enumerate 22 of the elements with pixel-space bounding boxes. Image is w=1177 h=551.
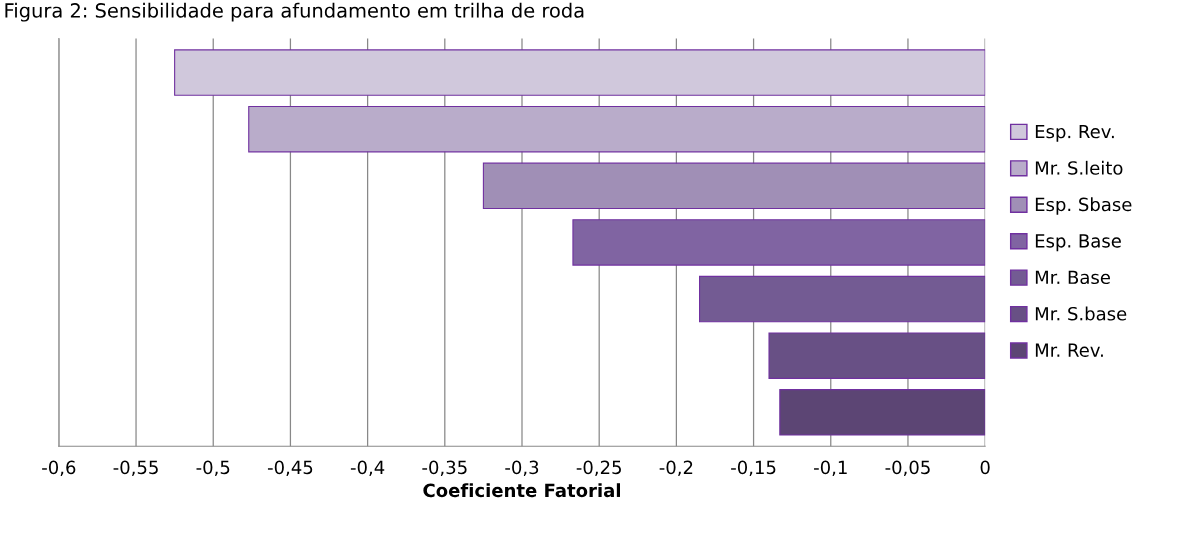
x-tick-label: 0	[980, 460, 990, 475]
x-axis-title: Coeficiente Fatorial	[423, 483, 621, 498]
x-tick-label: -0,2	[659, 460, 693, 477]
chart-title: Figura 2: Sensibilidade para afundamento em trilha de roda	[5, 2, 584, 22]
legend-label: Esp. Rev.	[1035, 124, 1114, 142]
x-tick-label: -0,3	[505, 460, 539, 477]
legend-label: Mr. S.leito	[1035, 160, 1123, 175]
x-tick-label: -0,1	[814, 460, 847, 477]
legend-label: Esp. Sbase	[1035, 197, 1132, 215]
x-tick-label: -0,55	[113, 460, 158, 477]
legend-label: Mr. S.base	[1035, 306, 1127, 321]
legend-label: Mr. Rev.	[1035, 343, 1103, 357]
x-tick-label: -0,4	[350, 460, 385, 477]
x-tick-label: -0,25	[576, 460, 621, 477]
x-tick-label: -0,35	[422, 460, 467, 477]
x-tick-label: -0,05	[885, 460, 930, 477]
legend-label: Mr. Base	[1035, 270, 1110, 285]
legend-label: Esp. Base	[1035, 234, 1121, 252]
x-tick-label: -0,15	[731, 460, 776, 477]
x-tick-label: -0,5	[196, 460, 230, 477]
x-tick-label: -0,6	[42, 460, 76, 477]
x-tick-label: -0,45	[267, 460, 313, 477]
